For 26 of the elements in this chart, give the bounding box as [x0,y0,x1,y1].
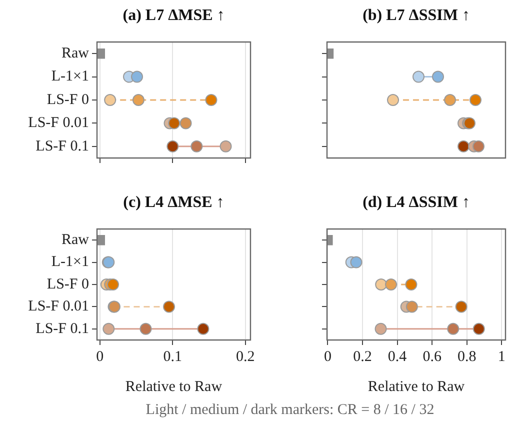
y-tick-label: Raw [62,46,90,62]
y-tick-label: LS-F 0 [46,276,89,292]
x-tick-label: 1 [498,348,506,365]
y-tick-label: LS-F 0.1 [36,138,89,154]
x-tick-label: 0 [324,348,332,365]
x-tick-label: 0.6 [422,348,442,365]
chart-title: (b) L7 ΔSSIM ↑ [362,7,470,24]
text: Light / medium / dark markers: CR = 8 / 16 / 32 [144,402,436,419]
y-tick-label: LS-F 0.01 [28,298,89,315]
y-tick-label: LS-F 0 [46,92,89,108]
x-tick-label: 0.4 [388,348,408,365]
y-tick-label: L-1×1 [51,254,89,270]
x-tick-label: 0.2 [353,348,372,365]
chart-title: (a) L7 ΔMSE ↑ [122,7,225,24]
chart-title: (d) L4 ΔSSIM ↑ [362,194,470,211]
x-tick-label: 0.1 [163,348,182,365]
x-tick-label: 0.8 [458,348,476,365]
x-axis-title: Relative to Raw [125,378,222,395]
chart-title: (c) L4 ΔMSE ↑ [123,194,224,211]
x-axis-title: Relative to Raw [368,378,465,395]
y-tick-label: L-1×1 [51,68,89,85]
y-tick-label: Raw [62,232,90,248]
y-tick-label: LS-F 0.01 [28,115,89,132]
y-tick-label: LS-F 0.1 [36,320,89,337]
x-tick-label: 0.2 [236,348,255,365]
x-tick-label: 0 [96,348,104,365]
